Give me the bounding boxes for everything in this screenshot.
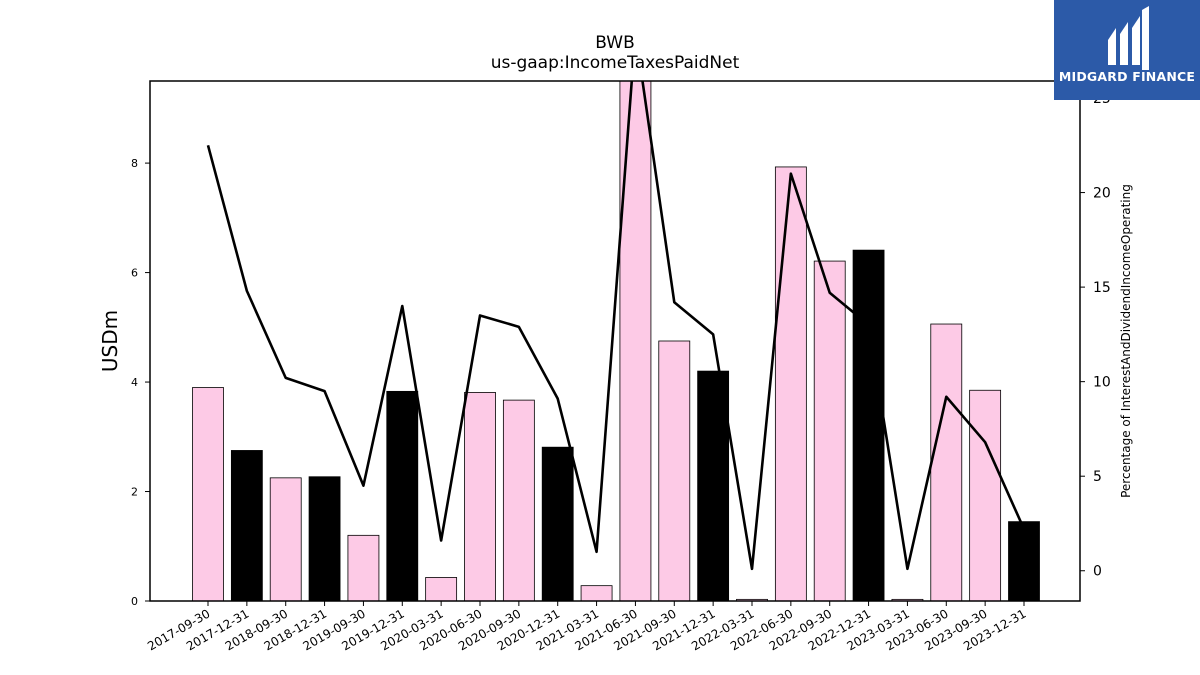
y-tick-label: 2	[131, 486, 138, 499]
y2-tick-label: 10	[1093, 375, 1111, 391]
y2-tick-label: 20	[1093, 186, 1111, 202]
logo-text: MIDGARD FINANCE	[1058, 69, 1196, 84]
plot-frame	[149, 80, 1081, 602]
bar-2022-09-30	[813, 260, 846, 602]
y2-tick-label: 15	[1093, 280, 1111, 296]
bar-2023-06-30	[930, 323, 963, 602]
bar-2021-06-30	[619, 80, 652, 602]
bar-2018-09-30	[269, 477, 302, 602]
y-tick-label: 8	[131, 157, 138, 170]
bar-2020-12-31	[541, 446, 574, 602]
y2-tick-label: 5	[1093, 469, 1102, 485]
bar-2017-12-31	[230, 450, 263, 602]
bar-2017-09-30	[192, 387, 224, 602]
bar-2019-12-31	[386, 390, 419, 602]
bar-2020-09-30	[502, 399, 535, 602]
bar-2021-09-30	[658, 340, 691, 602]
bar-2022-12-31	[852, 249, 885, 602]
percentage-line	[206, 81, 1026, 571]
midgard-finance-logo: MIDGARD FINANCE	[1054, 0, 1200, 100]
chart-subtitle: us-gaap:IncomeTaxesPaidNet	[490, 53, 740, 73]
bar-2021-03-31	[580, 585, 613, 602]
y-tick-label: 4	[131, 376, 138, 389]
bar-2023-12-31	[1008, 521, 1040, 602]
bar-2021-12-31	[697, 370, 730, 602]
bar-2020-06-30	[464, 392, 496, 602]
chart-title: BWB	[595, 33, 635, 53]
y-tick-label: 0	[131, 595, 138, 608]
logo-mark-icon	[1108, 6, 1149, 70]
bar-2019-09-30	[347, 534, 380, 602]
bar-2023-09-30	[969, 389, 1002, 602]
y2-tick-label: 0	[1093, 564, 1102, 580]
bar-2018-12-31	[308, 476, 341, 602]
y-tick-label: 6	[131, 267, 138, 280]
y-axis-label: USDm	[98, 310, 122, 372]
bar-2022-06-30	[774, 166, 807, 602]
bar-2020-03-31	[425, 577, 458, 602]
y2-axis-label: Percentage of InterestAndDividendIncomeO…	[1119, 184, 1133, 498]
